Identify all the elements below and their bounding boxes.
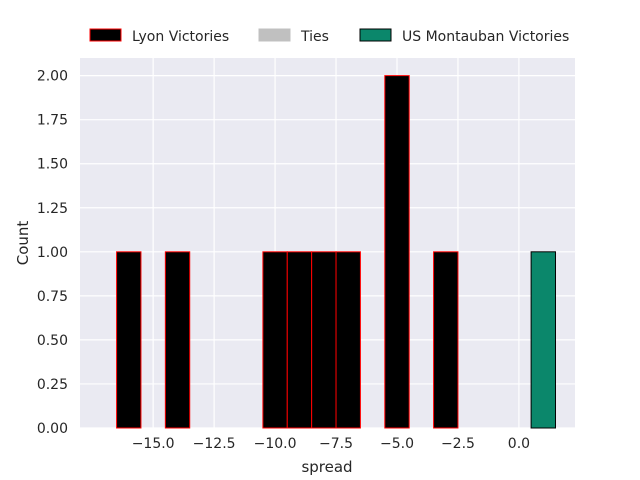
y-tick-label: 0.75: [37, 289, 68, 305]
bar-lyon-victories: [262, 251, 288, 429]
x-tick-label: −12.5: [193, 436, 236, 452]
bar-lyon-victories: [433, 251, 459, 429]
y-tick-label: 0.00: [37, 421, 68, 437]
bar-lyon-victories: [384, 75, 410, 429]
y-tick-labels: 0.00 0.25 0.50 0.75 1.00 1.25 1.50 1.75 2.00: [37, 69, 68, 437]
legend-swatch-ties: [258, 28, 291, 42]
bar-lyon-victories: [311, 251, 337, 429]
legend-swatch-lyon: [89, 28, 122, 42]
y-tick-label: 1.25: [37, 201, 68, 217]
bar-lyon-victories: [116, 251, 142, 429]
y-tick-label: 1.50: [37, 157, 68, 173]
x-tick-label: −5.0: [380, 436, 414, 452]
legend-label-lyon: Lyon Victories: [132, 29, 229, 45]
y-axis-label: Count: [14, 221, 32, 266]
x-tick-label: −10.0: [254, 436, 297, 452]
x-axis-label: spread: [301, 458, 352, 476]
y-tick-label: 0.25: [37, 377, 68, 393]
bar-lyon-victories: [335, 251, 361, 429]
y-tick-label: 1.00: [37, 245, 68, 261]
legend: Lyon Victories Ties US Montauban Victori…: [89, 28, 569, 45]
bar-lyon-victories: [286, 251, 313, 429]
x-tick-label: −2.5: [441, 436, 475, 452]
y-tick-label: 0.50: [37, 333, 68, 349]
legend-swatch-montauban: [359, 28, 392, 42]
bar-us-montauban-victories: [530, 251, 556, 429]
bar-lyon-victories: [164, 251, 191, 429]
y-tick-label: 2.00: [37, 69, 68, 85]
legend-label-ties: Ties: [300, 29, 329, 45]
x-tick-label: −7.5: [319, 436, 353, 452]
x-tick-label: 0.0: [508, 436, 530, 452]
histogram-bars: [116, 75, 556, 429]
legend-label-montauban: US Montauban Victories: [402, 29, 569, 45]
y-tick-label: 1.75: [37, 113, 68, 129]
x-tick-label: −15.0: [132, 436, 175, 452]
x-tick-labels: −15.0 −12.5 −10.0 −7.5 −5.0 −2.5 0.0: [132, 436, 530, 452]
